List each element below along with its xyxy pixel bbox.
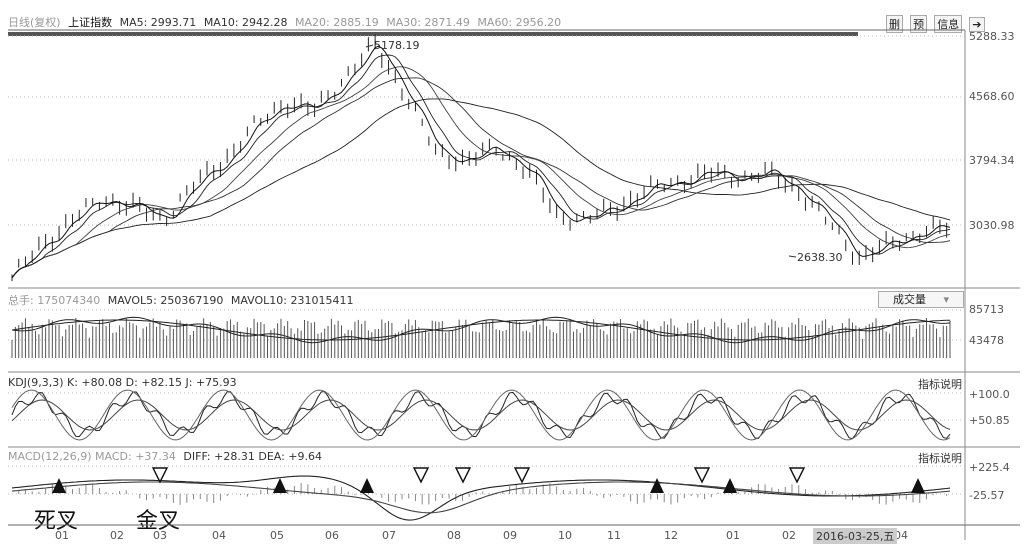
mavol10-line — [11, 316, 951, 344]
ma20-line — [11, 66, 951, 279]
mavol5-line — [11, 319, 951, 341]
golden-cross-marker-2 — [454, 467, 472, 484]
preview-button[interactable]: 预 — [910, 15, 928, 33]
month-tick-11: 12 — [664, 529, 678, 542]
macd-tick-0: +225.4 — [969, 461, 1010, 474]
month-tick-4: 05 — [270, 529, 284, 542]
arrow-right-icon[interactable]: ➔ — [969, 17, 985, 32]
volume-tick-1: 43478 — [969, 334, 1004, 347]
death-cross-marker-1 — [273, 478, 287, 493]
death-cross-marker-0 — [52, 478, 66, 493]
golden-cross-marker-4 — [693, 467, 711, 484]
price-tick-2: 3794.34 — [969, 154, 1015, 167]
mavol5-label: MAVOL5: 250367190 — [107, 294, 224, 307]
month-tick-12: 01 — [726, 529, 740, 542]
delete-button[interactable]: 删 — [886, 15, 903, 33]
death-cross-marker-3 — [650, 478, 664, 493]
ma30-label: MA30: 2871.49 — [386, 16, 470, 29]
month-tick-7: 08 — [447, 529, 461, 542]
kdj-tick-1: +50.85 — [969, 414, 1010, 427]
volume-tick-0: 85713 — [969, 303, 1004, 316]
toolbar: 删 预 信息 ➔ — [884, 13, 985, 33]
ma60-label: MA60: 2956.20 — [477, 16, 562, 29]
cursor-date-badge: 2016-03-25,五 — [813, 528, 898, 544]
month-tick-1: 02 — [110, 529, 124, 542]
low-annotation: 2638.30 — [797, 251, 843, 264]
index-name: 上证指数 — [68, 16, 113, 29]
month-tick-13: 02 — [782, 529, 796, 542]
macd-diff-line — [11, 475, 951, 521]
kdj-d-line — [11, 399, 951, 431]
kdj-j-line — [11, 389, 951, 441]
month-tick-0: 01 — [55, 529, 69, 542]
macd-label: MACD(12,26,9) MACD: +37.34 — [8, 450, 176, 463]
chart-header: 日线(复权) 上证指数 MA5: 2993.71 MA10: 2942.28 M… — [8, 14, 561, 30]
macd-tick-1: -25.57 — [969, 489, 1005, 502]
death-cross-marker-4 — [723, 478, 737, 493]
info-button[interactable]: 信息 — [934, 15, 963, 33]
kdj-label: KDJ(9,3,3) K: +80.08 D: +82.15 J: +75.93 — [8, 376, 237, 389]
golden-cross-label: 金叉 — [136, 509, 181, 534]
ma30-line — [11, 77, 951, 279]
macd-dea-line — [11, 481, 951, 514]
ma10-label: MA10: 2942.28 — [203, 16, 288, 29]
mavol10-label: MAVOL10: 231015411 — [230, 294, 354, 307]
macd-help-link[interactable]: 指标说明 — [918, 452, 962, 465]
kdj-tick-0: +100.0 — [969, 388, 1010, 401]
month-tick-8: 09 — [503, 529, 517, 542]
macd-header: MACD(12,26,9) MACD: +37.34 DIFF: +28.31 … — [8, 450, 322, 463]
high-leader — [365, 44, 374, 48]
volume-select-label: 成交量 — [892, 293, 926, 306]
month-tick-10: 11 — [607, 529, 621, 542]
volume-header: 总手: 175074340 MAVOL5: 250367190 MAVOL10:… — [8, 292, 353, 308]
ma60-line — [11, 98, 951, 279]
period-label[interactable]: 日线(复权) — [8, 16, 61, 29]
golden-cross-marker-1 — [412, 467, 430, 484]
month-tick-3: 04 — [212, 529, 226, 542]
golden-cross-marker-5 — [788, 467, 806, 484]
kdj-help-link[interactable]: 指标说明 — [918, 378, 962, 391]
ma5-label: MA5: 2993.71 — [119, 16, 197, 29]
cursor-date: 2016-03-25,五 — [816, 530, 895, 543]
volume-select[interactable]: 成交量 ▾ — [878, 291, 964, 308]
month-tick-5: 06 — [325, 529, 339, 542]
dotted-band — [8, 32, 858, 36]
golden-cross-marker-0 — [151, 467, 169, 484]
ma5-line — [11, 45, 951, 279]
month-tick-2: 03 — [153, 529, 167, 542]
price-tick-3: 3030.98 — [969, 219, 1015, 232]
price-tick-0: 5288.33 — [969, 30, 1015, 43]
macd-diff-dea: DIFF: +28.31 DEA: +9.64 — [183, 450, 323, 463]
ma20-label: MA20: 2885.19 — [295, 16, 379, 29]
chevron-down-icon: ▾ — [943, 293, 950, 306]
month-tick-9: 10 — [558, 529, 572, 542]
golden-cross-marker-3 — [513, 467, 531, 484]
death-cross-label: 死叉 — [34, 509, 79, 534]
death-cross-marker-5 — [911, 478, 925, 493]
price-tick-1: 4568.60 — [969, 90, 1015, 103]
death-cross-marker-2 — [360, 478, 374, 493]
ma10-line — [11, 54, 951, 279]
month-tick-6: 07 — [382, 529, 396, 542]
month-tick-14: 04 — [894, 529, 908, 542]
kdj-k-line — [11, 391, 951, 440]
high-annotation: 5178.19 — [374, 39, 420, 52]
volume-total: 总手: 175074340 — [8, 294, 101, 307]
low-leader — [788, 255, 797, 258]
